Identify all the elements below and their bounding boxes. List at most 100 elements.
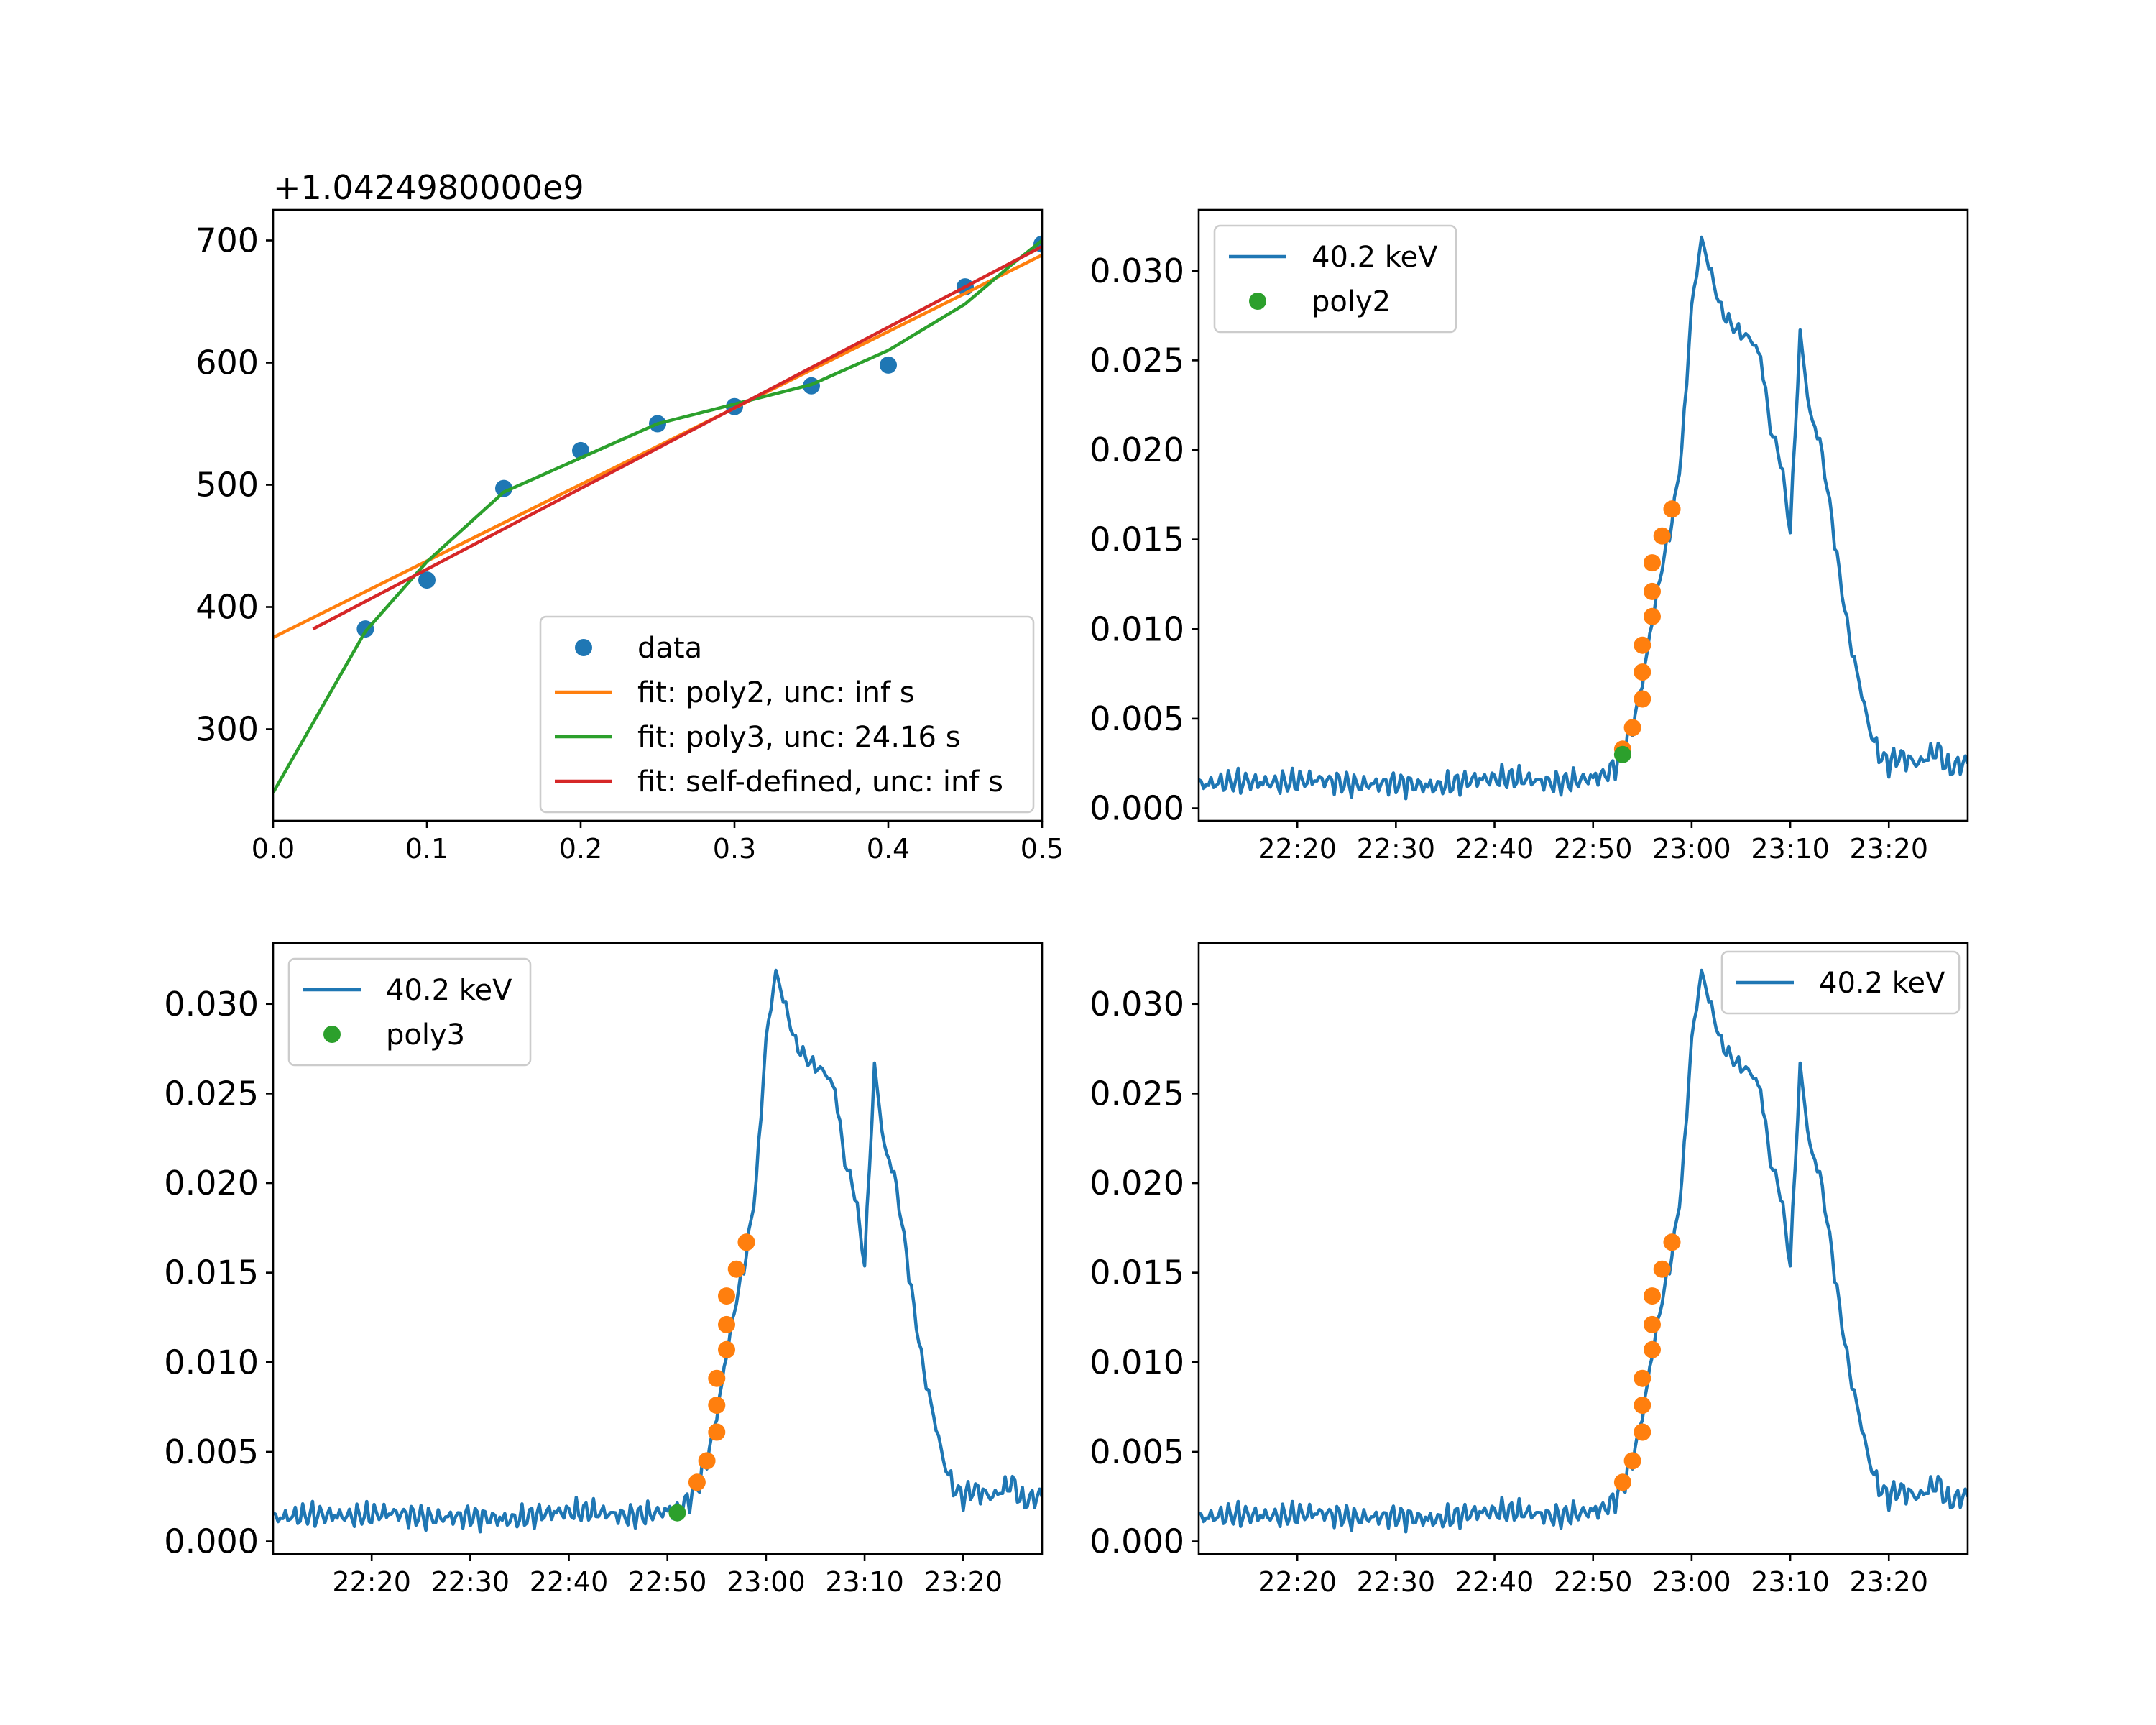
x-tick-label: 23:20 <box>923 1566 1003 1598</box>
y-tick-label: 500 <box>195 466 259 505</box>
y-tick-label: 0.015 <box>1089 520 1184 559</box>
legend: 40.2 keV <box>1720 950 1961 1015</box>
y-tick-label: 0.015 <box>164 1254 259 1292</box>
legend-frame <box>539 615 1035 814</box>
data-point <box>1634 636 1651 654</box>
x-tick-label: 22:30 <box>431 1566 510 1598</box>
series-line-3 <box>312 245 1042 631</box>
data-point <box>880 356 897 374</box>
x-tick-label: 22:50 <box>628 1566 707 1598</box>
data-point <box>688 1473 706 1491</box>
x-tick-label: 23:00 <box>1652 1566 1731 1598</box>
data-point <box>1653 1260 1671 1278</box>
y-tick-label: 0.020 <box>1089 431 1184 469</box>
data-point <box>1644 1315 1661 1333</box>
axes-frame <box>1197 942 1969 1555</box>
y-tick-label: 0.025 <box>1089 341 1184 380</box>
x-tick-label: 22:20 <box>1258 833 1337 865</box>
y-tick-label: 0.030 <box>164 985 259 1024</box>
legend: data fit: poly2, unc: inf s fit: poly3, un… <box>539 615 1035 814</box>
y-tick-label: 0.020 <box>164 1164 259 1202</box>
y-tick-label: 600 <box>195 344 259 382</box>
x-tick-label: 0.2 <box>559 833 602 865</box>
x-tick-label: 22:20 <box>1258 1566 1337 1598</box>
y-tick-label: 700 <box>195 221 259 260</box>
offset-label: +1.0424980000e9 <box>273 168 584 207</box>
axes-frame <box>272 208 1044 822</box>
x-tick-label: 22:30 <box>1357 833 1436 865</box>
lightcurve-line <box>273 968 1042 1534</box>
x-tick-label: 22:40 <box>530 1566 609 1598</box>
legend-label: 40.2 keV <box>1819 967 1945 1000</box>
data-point <box>1644 1340 1661 1358</box>
lightcurve-line <box>1199 968 1968 1534</box>
legend-marker-swatch <box>575 639 592 656</box>
data-point <box>1644 554 1661 572</box>
lightcurve-line <box>1199 235 1968 801</box>
legend: 40.2 keV poly2 <box>1213 224 1457 334</box>
data-point <box>1634 690 1651 708</box>
data-point <box>668 1504 686 1522</box>
legend: 40.2 keV poly3 <box>287 957 532 1067</box>
data-point <box>1634 1369 1651 1387</box>
y-tick-label: 0.005 <box>1089 1432 1184 1471</box>
data-point <box>1663 500 1681 518</box>
y-tick-label: 0.000 <box>164 1522 259 1561</box>
legend-frame <box>287 957 532 1067</box>
plot-area <box>1199 968 1968 1534</box>
plot-area <box>273 235 1042 794</box>
x-tick-label: 23:00 <box>1652 833 1731 865</box>
axes-frame <box>272 942 1044 1555</box>
x-tick-label: 22:40 <box>1455 1566 1534 1598</box>
data-point <box>1634 663 1651 681</box>
data-point <box>718 1287 735 1305</box>
x-tick-label: 0.1 <box>405 833 448 865</box>
data-point <box>1623 719 1641 737</box>
x-tick-label: 23:10 <box>825 1566 904 1598</box>
y-tick-label: 0.005 <box>164 1432 259 1471</box>
x-tick-label: 23:20 <box>1849 1566 1928 1598</box>
data-point <box>698 1452 716 1470</box>
y-tick-label: 0.005 <box>1089 699 1184 738</box>
x-tick-label: 0.4 <box>867 833 910 865</box>
data-point <box>1634 1397 1651 1414</box>
data-point <box>718 1315 735 1333</box>
legend-label: poly3 <box>386 1018 465 1052</box>
legend-label: fit: self-defined, unc: inf s <box>637 765 1003 799</box>
y-tick-label: 0.010 <box>164 1343 259 1381</box>
y-tick-label: 0.030 <box>1089 985 1184 1024</box>
x-tick-label: 0.5 <box>1021 833 1064 865</box>
y-tick-label: 0.020 <box>1089 1164 1184 1202</box>
y-tick-label: 300 <box>195 710 259 749</box>
legend-label: fit: poly2, unc: inf s <box>637 676 915 709</box>
panel-bottom-left-lightcurve: 0.000 0.005 0.010 0.015 0.020 0.025 0.030 22:20… <box>164 942 1044 1598</box>
panel-bottom-right-lightcurve: 0.000 0.005 0.010 0.015 0.020 0.025 0.030 22:20… <box>1089 942 1969 1598</box>
y-tick-label: 0.015 <box>1089 1254 1184 1292</box>
legend-label: fit: poly3, unc: 24.16 s <box>637 721 961 754</box>
y-tick-label: 0.025 <box>164 1074 259 1113</box>
axes-frame <box>1197 208 1969 822</box>
x-tick-label: 0.3 <box>713 833 756 865</box>
data-point <box>1634 1423 1651 1441</box>
legend-frame <box>1720 950 1961 1015</box>
plot-area <box>273 968 1042 1534</box>
data-point <box>1663 1233 1681 1251</box>
legend-marker-swatch <box>1249 293 1266 310</box>
x-tick-label: 22:40 <box>1455 833 1534 865</box>
data-point <box>737 1233 755 1251</box>
data-point <box>495 479 512 497</box>
x-tick-label: 0.0 <box>252 833 295 865</box>
data-point <box>1653 527 1671 545</box>
legend-marker-swatch <box>323 1026 341 1043</box>
x-tick-label: 22:50 <box>1554 1566 1633 1598</box>
x-tick-label: 23:00 <box>727 1566 806 1598</box>
data-point <box>1644 1287 1661 1305</box>
y-tick-label: 0.000 <box>1089 789 1184 828</box>
legend-label: 40.2 keV <box>1312 241 1438 274</box>
y-tick-label: 0.030 <box>1089 252 1184 290</box>
x-tick-label: 22:50 <box>1554 833 1633 865</box>
x-tick-label: 23:10 <box>1751 833 1830 865</box>
panel-top-left-fit: +1.0424980000e9 300 400 500 600 700 0.0 0.1 0.2… <box>195 168 1064 865</box>
plot-area <box>1199 235 1968 801</box>
